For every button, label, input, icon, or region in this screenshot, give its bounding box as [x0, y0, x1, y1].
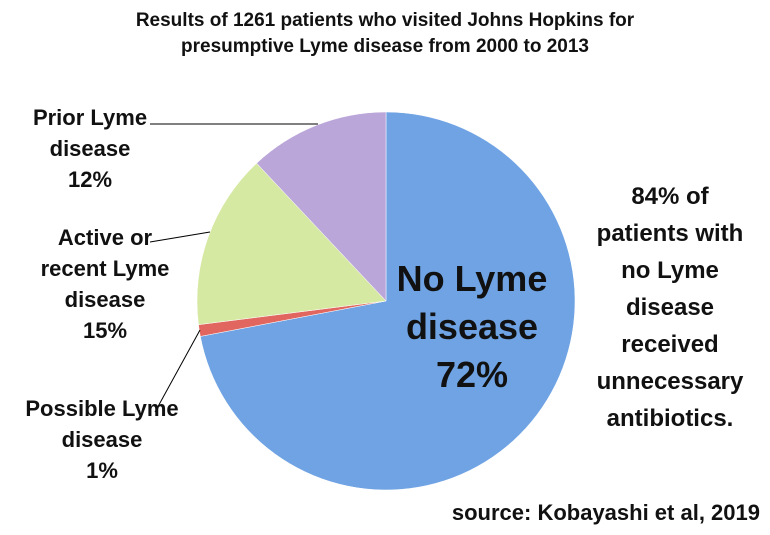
source: source: Kobayashi et al, 2019	[451, 500, 760, 525]
slice-value-label: 72%	[435, 354, 509, 395]
pie-slice	[256, 111, 387, 302]
slice-value-label: 12%	[67, 167, 113, 192]
leader-line	[149, 231, 211, 243]
slice-label: Possible Lyme disease 1%	[22, 393, 182, 486]
slice-label: Prior Lyme disease 12%	[20, 102, 160, 195]
pie-slice	[196, 162, 387, 325]
pie-slice	[200, 111, 576, 491]
slice-value-label: 15%	[82, 318, 128, 343]
slice-name: No Lyme disease	[396, 258, 548, 347]
slice-name: Active or recent Lyme disease	[40, 225, 170, 312]
slice-value-label: 1%	[86, 458, 118, 483]
slice-name: Possible Lyme disease	[25, 396, 179, 452]
annotation: 84% of patients with no Lyme disease rec…	[596, 183, 744, 432]
leader-line	[154, 329, 201, 413]
slice-label: No Lyme disease 72%	[372, 255, 572, 399]
slice-name: Prior Lyme disease	[32, 105, 148, 161]
slice-label: Active or recent Lyme disease 15%	[30, 222, 180, 346]
chart-title: Results of 1261 patients who visited Joh…	[135, 10, 635, 57]
